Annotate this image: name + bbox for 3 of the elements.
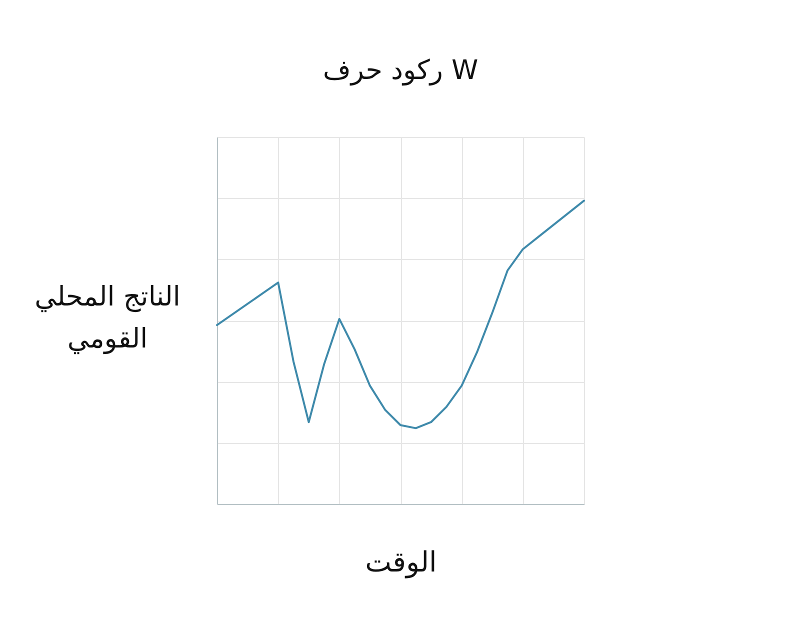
y-axis-title: الناتج المحلي القومي [34, 282, 180, 354]
chart-title: ركود حرف W [322, 55, 478, 86]
x-axis-title: الوقت [365, 546, 437, 578]
